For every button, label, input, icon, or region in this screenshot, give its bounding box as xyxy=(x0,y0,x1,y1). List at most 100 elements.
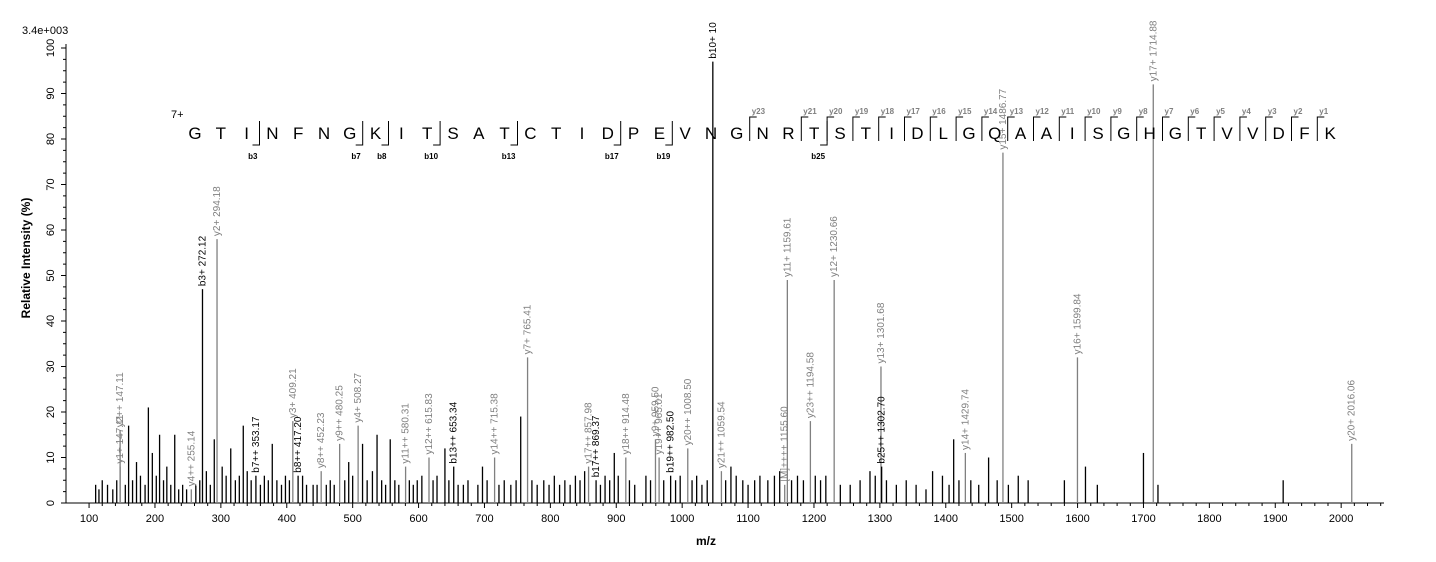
y-ion-label: y10 xyxy=(1087,107,1101,116)
b-ion-bracket xyxy=(433,121,441,146)
y-ion-label: y4 xyxy=(1242,107,1251,116)
sequence-residue: K xyxy=(370,124,382,143)
y-ion-bracket xyxy=(1316,116,1325,141)
peak-annotation: y14++ 715.38 xyxy=(490,393,501,455)
charge-label: 7+ xyxy=(171,109,184,121)
y-ion-label: y6 xyxy=(1190,107,1199,116)
y-ion-bracket xyxy=(749,116,757,141)
y-ion-label: y8 xyxy=(1139,107,1148,116)
b-ion-label: b3 xyxy=(248,152,258,161)
sequence-residue: T xyxy=(422,124,432,143)
sequence-residue: G xyxy=(730,124,743,143)
y-ion-bracket xyxy=(1058,116,1067,141)
peak-annotation: y1+ 147.11 xyxy=(115,414,126,463)
y-ion-bracket xyxy=(852,116,860,141)
y-ion-label: y15 xyxy=(958,107,972,116)
y-tick-label: 80 xyxy=(45,133,57,145)
x-tick-label: 1800 xyxy=(1197,513,1221,525)
sequence-residue: A xyxy=(473,124,485,143)
b-ion-label: b10 xyxy=(424,152,438,161)
peak-annotation: y9+ 959.50 xyxy=(650,386,661,436)
sequence-residue: C xyxy=(524,124,536,143)
peak-annotation: y4++ 255.14 xyxy=(186,430,197,486)
sequence-residue: T xyxy=(1196,124,1206,143)
peak-annotation: y17++ 857.98 xyxy=(584,402,595,464)
sequence-residue: G xyxy=(343,124,356,143)
y-ion-bracket xyxy=(1084,116,1093,141)
sequence-residue: V xyxy=(1221,124,1233,143)
peak-annotation: y2+ 294.18 xyxy=(212,186,223,236)
b-ion-label: b8 xyxy=(377,152,387,161)
peak-annotation: y4+ 508.27 xyxy=(353,372,364,422)
peak-annotation: y12+ 1230.66 xyxy=(829,216,840,277)
peak-annotation: y18++ 914.48 xyxy=(621,393,632,455)
y-ion-bracket xyxy=(1110,116,1118,141)
sequence-residue: V xyxy=(1247,124,1259,143)
y-ion-label: y20 xyxy=(829,107,843,116)
y-ion-label: y19 xyxy=(855,107,869,116)
peak-annotation: y11++ 580.31 xyxy=(401,403,412,464)
intensity-scale-label: 3.4e+003 xyxy=(22,25,68,37)
y-ion-bracket xyxy=(904,116,912,141)
x-tick-label: 600 xyxy=(409,513,427,525)
peak-annotation: y15+ 1486.77 xyxy=(998,88,1009,149)
sequence-residue: I xyxy=(1070,124,1075,143)
sequence-residue: T xyxy=(551,124,561,143)
y-tick-label: 30 xyxy=(45,360,57,372)
x-tick-label: 1500 xyxy=(999,513,1023,525)
sequence-residue: L xyxy=(938,124,947,143)
sequence-residue: S xyxy=(1092,124,1103,143)
x-tick-label: 200 xyxy=(146,513,164,525)
x-tick-label: 400 xyxy=(278,513,296,525)
x-tick-label: 1000 xyxy=(670,513,694,525)
y-tick-label: 90 xyxy=(45,87,57,99)
y-ion-bracket xyxy=(1162,116,1170,141)
sequence-residue: F xyxy=(1299,124,1309,143)
x-tick-label: 1100 xyxy=(736,513,760,525)
sequence-residue: D xyxy=(911,124,923,143)
peak-annotation: y7+ 765.41 xyxy=(523,304,534,354)
x-tick-label: 1200 xyxy=(802,513,826,525)
y-tick-label: 60 xyxy=(45,224,57,236)
peak-annotation: b3+ 272.12 xyxy=(197,235,208,286)
y-ion-bracket xyxy=(981,116,989,141)
x-tick-label: 1400 xyxy=(934,513,958,525)
y-ion-label: y21 xyxy=(803,107,817,116)
sequence-residue: G xyxy=(962,124,975,143)
b-ion-bracket xyxy=(820,121,828,146)
y-ion-label: y18 xyxy=(881,107,895,116)
sequence-residue: T xyxy=(499,124,509,143)
y-ion-label: y3 xyxy=(1268,107,1277,116)
peaks-layer xyxy=(95,61,1353,503)
peak-annotation: b10+ 10 xyxy=(708,22,719,59)
sequence-residue: V xyxy=(680,124,692,143)
y-ion-label: y11 xyxy=(1061,107,1074,116)
y-ion-label: y7 xyxy=(1165,107,1174,116)
b-ion-bracket xyxy=(613,121,622,146)
peak-annotation: b25++ 1302.70 xyxy=(877,396,888,464)
b-ion-bracket xyxy=(355,121,364,146)
x-tick-label: 1300 xyxy=(868,513,892,525)
y-ion-bracket xyxy=(800,116,809,141)
y-ion-label: y12 xyxy=(1036,107,1050,116)
y-ion-bracket xyxy=(826,116,835,141)
y-ion-bracket xyxy=(1213,116,1222,141)
x-tick-label: 1600 xyxy=(1065,513,1089,525)
sequence-residue: E xyxy=(654,124,665,143)
x-tick-label: 800 xyxy=(541,513,559,525)
sequence-residue: Q xyxy=(988,124,1001,143)
sequence-residue: N xyxy=(266,124,278,143)
x-tick-label: 700 xyxy=(475,513,493,525)
peak-annotation: y11+ 1159.61 xyxy=(782,217,793,277)
sequence-residue: S xyxy=(447,124,458,143)
y-ion-bracket xyxy=(1239,116,1247,141)
y-ion-bracket xyxy=(1136,116,1144,141)
x-tick-label: 900 xyxy=(607,513,625,525)
sequence-residue: N xyxy=(318,124,330,143)
y-tick-label: 100 xyxy=(45,39,57,57)
b-ion-bracket xyxy=(252,121,260,146)
y-ion-label: y5 xyxy=(1216,107,1225,116)
b-ion-label: b13 xyxy=(502,152,516,161)
